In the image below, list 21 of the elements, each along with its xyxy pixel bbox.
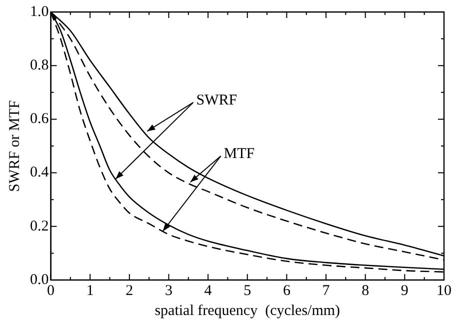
y-tick-label: 0.0: [30, 272, 49, 288]
x-axis-title: spatial frequency (cycles/mm): [154, 302, 340, 319]
y-tick-label: 0.8: [30, 58, 49, 74]
x-tick-label: 7: [322, 282, 330, 299]
y-axis-title: SWRF or MTF: [6, 100, 23, 192]
x-tick-label: 1: [86, 282, 94, 299]
annotation: MTF: [224, 146, 255, 162]
x-tick-label: 9: [400, 282, 408, 299]
x-tick-label: 3: [164, 282, 172, 299]
x-tick-label: 0: [47, 282, 54, 299]
x-tick-label: 10: [436, 282, 452, 299]
x-tick-label: 4: [204, 282, 212, 299]
x-tick-label: 6: [282, 282, 291, 299]
y-tick-label: 0.2: [30, 218, 49, 234]
x-tick-label: 2: [126, 282, 134, 299]
annotation: SWRF: [196, 92, 238, 108]
x-tick-label: 5: [244, 282, 252, 299]
y-tick-label: 0.4: [30, 164, 50, 181]
x-tick-label: 8: [362, 282, 370, 299]
y-tick-label: 0.6: [30, 111, 50, 128]
y-tick-label: 1.0: [30, 4, 49, 20]
